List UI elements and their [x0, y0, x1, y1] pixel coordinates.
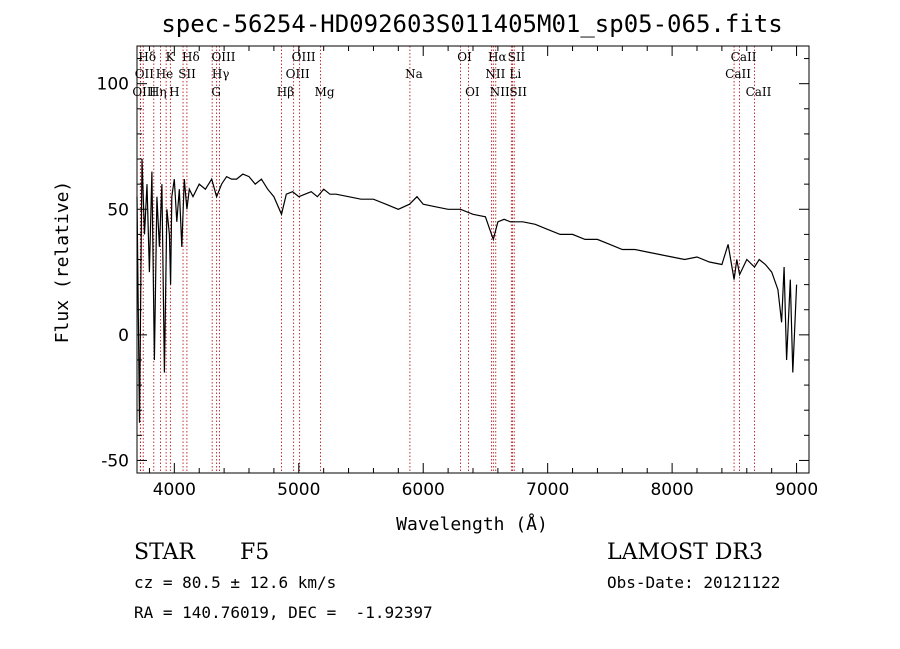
coordinates: RA = 140.76019, DEC = -1.92397 — [134, 603, 433, 622]
line-marker-label-20: H — [169, 85, 179, 99]
redshift-cz: cz = 80.5 ± 12.6 km/s — [134, 573, 337, 592]
line-markers — [139, 46, 755, 473]
line-marker-label-22: Hβ — [277, 85, 294, 99]
y-axis-ticks: -50 0 50 100 — [97, 58, 809, 471]
line-marker-label-21: G — [211, 85, 221, 99]
x-axis-ticks: 4000 5000 6000 7000 8000 9000 — [148, 46, 818, 500]
spectrum-line — [136, 158, 798, 423]
observation-date: Obs-Date: 20121122 — [607, 573, 781, 592]
plot-frame — [136, 45, 810, 474]
line-marker-label-11: SII — [178, 67, 196, 81]
object-subclass: F5 — [240, 540, 270, 565]
line-marker-label-10: He — [156, 67, 174, 81]
x-axis-label: Wavelength (Å) — [396, 513, 548, 535]
line-marker-label-7: SII — [508, 50, 526, 64]
line-marker-label-19: Hη — [149, 85, 167, 99]
line-marker-label-4: OIII — [292, 50, 316, 64]
x-tick-label-1: 5000 — [277, 480, 320, 500]
y-tick-label-1: 0 — [118, 326, 129, 346]
line-marker-label-24: OI — [465, 85, 480, 99]
line-marker-label-18: OIII — [132, 85, 156, 99]
x-tick-label-4: 8000 — [650, 480, 693, 500]
line-marker-label-3: OIII — [211, 50, 235, 64]
line-marker-label-14: Na — [405, 67, 423, 81]
y-tick-label-0: -50 — [101, 451, 129, 471]
y-tick-label-3: 100 — [97, 75, 129, 95]
line-marker-label-1: K — [166, 50, 176, 64]
line-marker-label-2: Hδ — [182, 50, 200, 64]
line-marker-label-9: OII — [135, 67, 155, 81]
line-marker-label-23: Mg — [315, 85, 335, 99]
line-marker-label-25: NII — [490, 85, 510, 99]
survey-name: LAMOST DR3 — [607, 540, 763, 565]
line-marker-label-15: NII — [485, 67, 505, 81]
x-tick-label-5: 9000 — [775, 480, 818, 500]
line-marker-label-27: CaII — [746, 85, 772, 99]
x-tick-label-0: 4000 — [153, 480, 196, 500]
line-marker-label-0: Hδ — [138, 50, 156, 64]
line-marker-label-5: OI — [457, 50, 472, 64]
line-marker-label-17: CaII — [725, 67, 751, 81]
line-marker-label-13: OIII — [286, 67, 310, 81]
line-marker-label-6: Hα — [488, 50, 507, 64]
y-tick-label-2: 50 — [107, 200, 129, 220]
line-marker-label-16: Li — [509, 67, 521, 81]
line-marker-label-26: SII — [509, 85, 527, 99]
line-marker-label-8: CaII — [731, 50, 757, 64]
x-tick-label-2: 6000 — [402, 480, 445, 500]
y-axis-label: Flux (relative) — [52, 181, 73, 344]
chart-title: spec-56254-HD092603S011405M01_sp05-065.f… — [161, 10, 782, 38]
x-tick-label-3: 7000 — [526, 480, 569, 500]
line-marker-label-12: Hγ — [212, 67, 230, 81]
object-class: STAR — [134, 540, 195, 565]
